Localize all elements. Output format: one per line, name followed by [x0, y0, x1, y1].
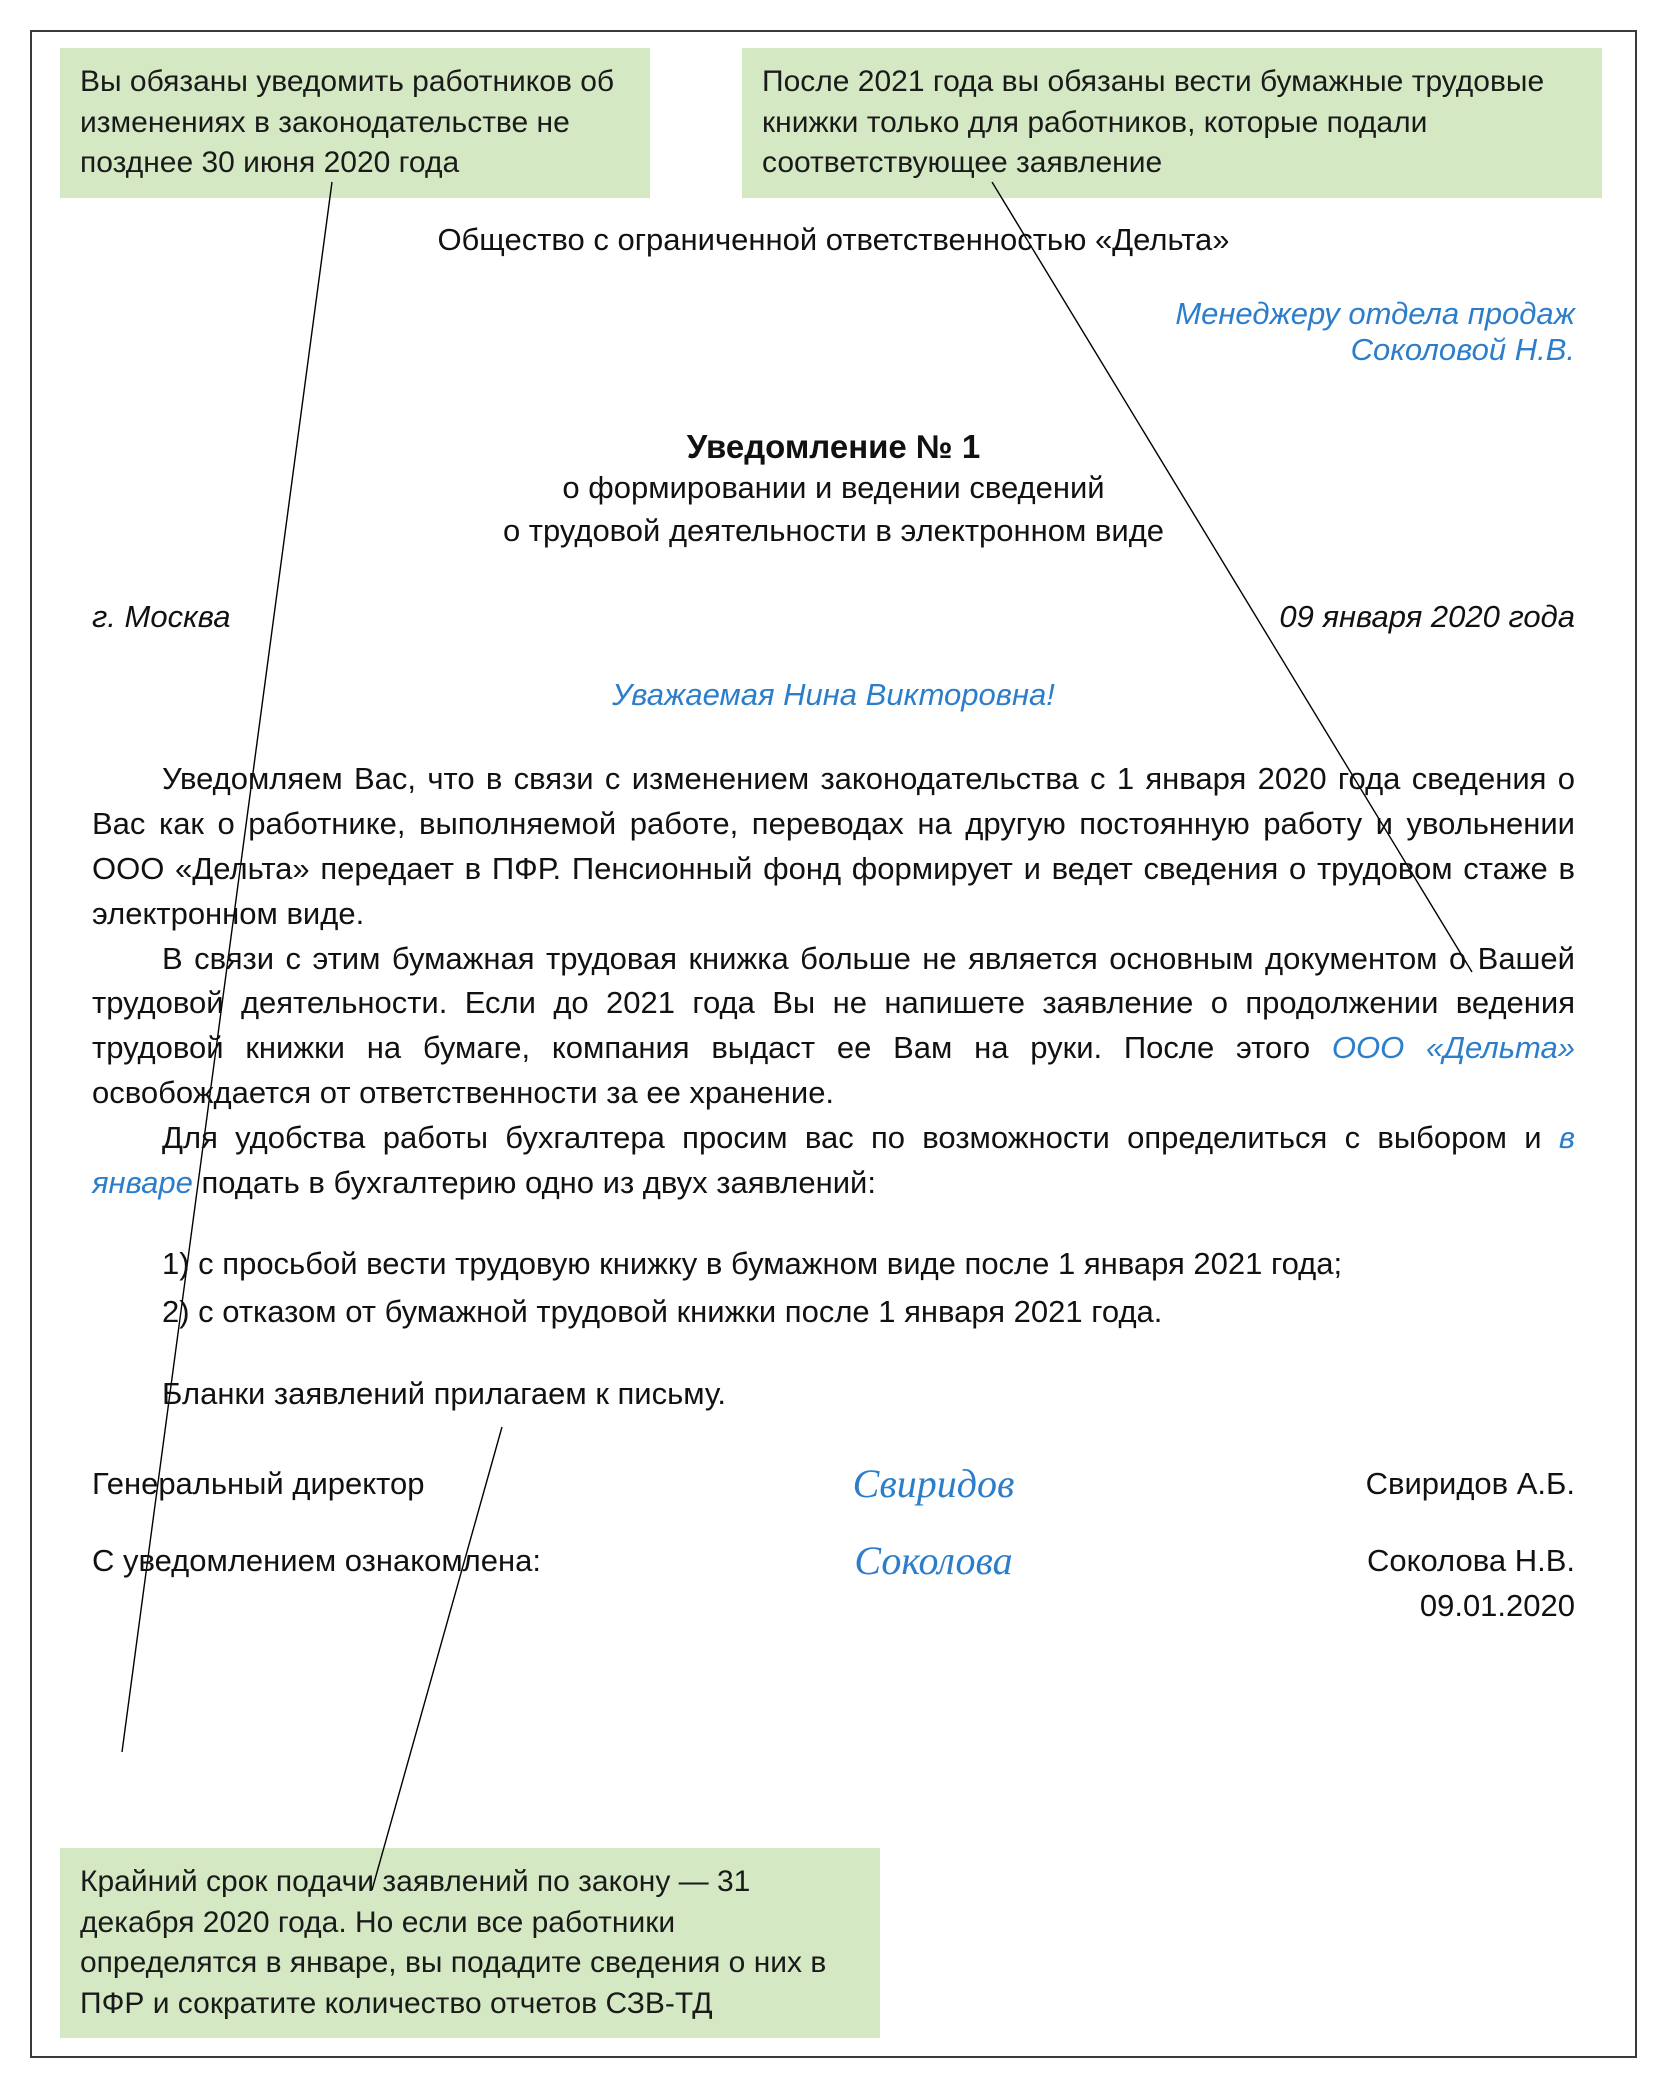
sig-employee-signature: Соколова: [854, 1538, 1012, 1583]
addressee-line1: Менеджеру отдела продаж: [92, 296, 1575, 332]
callout-top-right: После 2021 года вы обязаны вести бумажны…: [742, 48, 1602, 198]
p3-part-a: Для удобства работы бухгалтера просим ва…: [162, 1120, 1559, 1155]
sig-employee-date: 09.01.2020: [92, 1588, 1575, 1624]
sig-director-signature: Свиридов: [853, 1461, 1015, 1506]
callout-top-left: Вы обязаны уведомить работников об измен…: [60, 48, 650, 198]
org-title: Общество с ограниченной ответственностью…: [92, 222, 1575, 258]
option-1: 1) с просьбой вести трудовую книжку в бу…: [92, 1240, 1575, 1288]
options-list: 1) с просьбой вести трудовую книжку в бу…: [92, 1240, 1575, 1336]
salutation: Уважаемая Нина Викторовна!: [92, 677, 1575, 713]
document-body: Общество с ограниченной ответственностью…: [92, 222, 1575, 1624]
paragraph-1: Уведомляем Вас, что в связи с изменением…: [92, 757, 1575, 937]
meta-row: г. Москва 09 января 2020 года: [92, 599, 1575, 635]
p2-part-c: освобождается от ответственности за ее х…: [92, 1075, 834, 1110]
notification-number: Уведомление № 1: [92, 428, 1575, 466]
p2-company-blue: ООО «Дельта»: [1332, 1030, 1575, 1065]
paragraph-2: В связи с этим бумажная трудовая книжка …: [92, 937, 1575, 1117]
sig-employee-name: Соколова Н.В.: [1235, 1543, 1575, 1579]
p3-part-c: подать в бухгалтерию одно из двух заявле…: [193, 1165, 876, 1200]
document-page: Вы обязаны уведомить работников об измен…: [30, 30, 1637, 2058]
callout-bottom: Крайний срок подачи заявлений по закону …: [60, 1848, 880, 2038]
attachments-note: Бланки заявлений прилагаем к письму.: [92, 1376, 1575, 1412]
signature-row-director: Генеральный директор Свиридов Свиридов А…: [92, 1460, 1575, 1507]
sig-employee-label: С уведомлением ознакомлена:: [92, 1543, 632, 1579]
addressee-block: Менеджеру отдела продаж Соколовой Н.В.: [92, 296, 1575, 368]
date-long: 09 января 2020 года: [1279, 599, 1575, 635]
paragraph-3: Для удобства работы бухгалтера просим ва…: [92, 1116, 1575, 1206]
addressee-line2: Соколовой Н.В.: [92, 332, 1575, 368]
option-2: 2) с отказом от бумажной трудовой книжки…: [92, 1288, 1575, 1336]
notification-heading: Уведомление № 1 о формировании и ведении…: [92, 428, 1575, 553]
notification-subtitle-2: о трудовой деятельности в электронном ви…: [92, 509, 1575, 552]
sig-director-label: Генеральный директор: [92, 1466, 632, 1502]
notification-subtitle-1: о формировании и ведении сведений: [92, 466, 1575, 509]
signature-row-employee: С уведомлением ознакомлена: Соколова Сок…: [92, 1537, 1575, 1584]
city: г. Москва: [92, 599, 230, 635]
sig-director-name: Свиридов А.Б.: [1235, 1466, 1575, 1502]
